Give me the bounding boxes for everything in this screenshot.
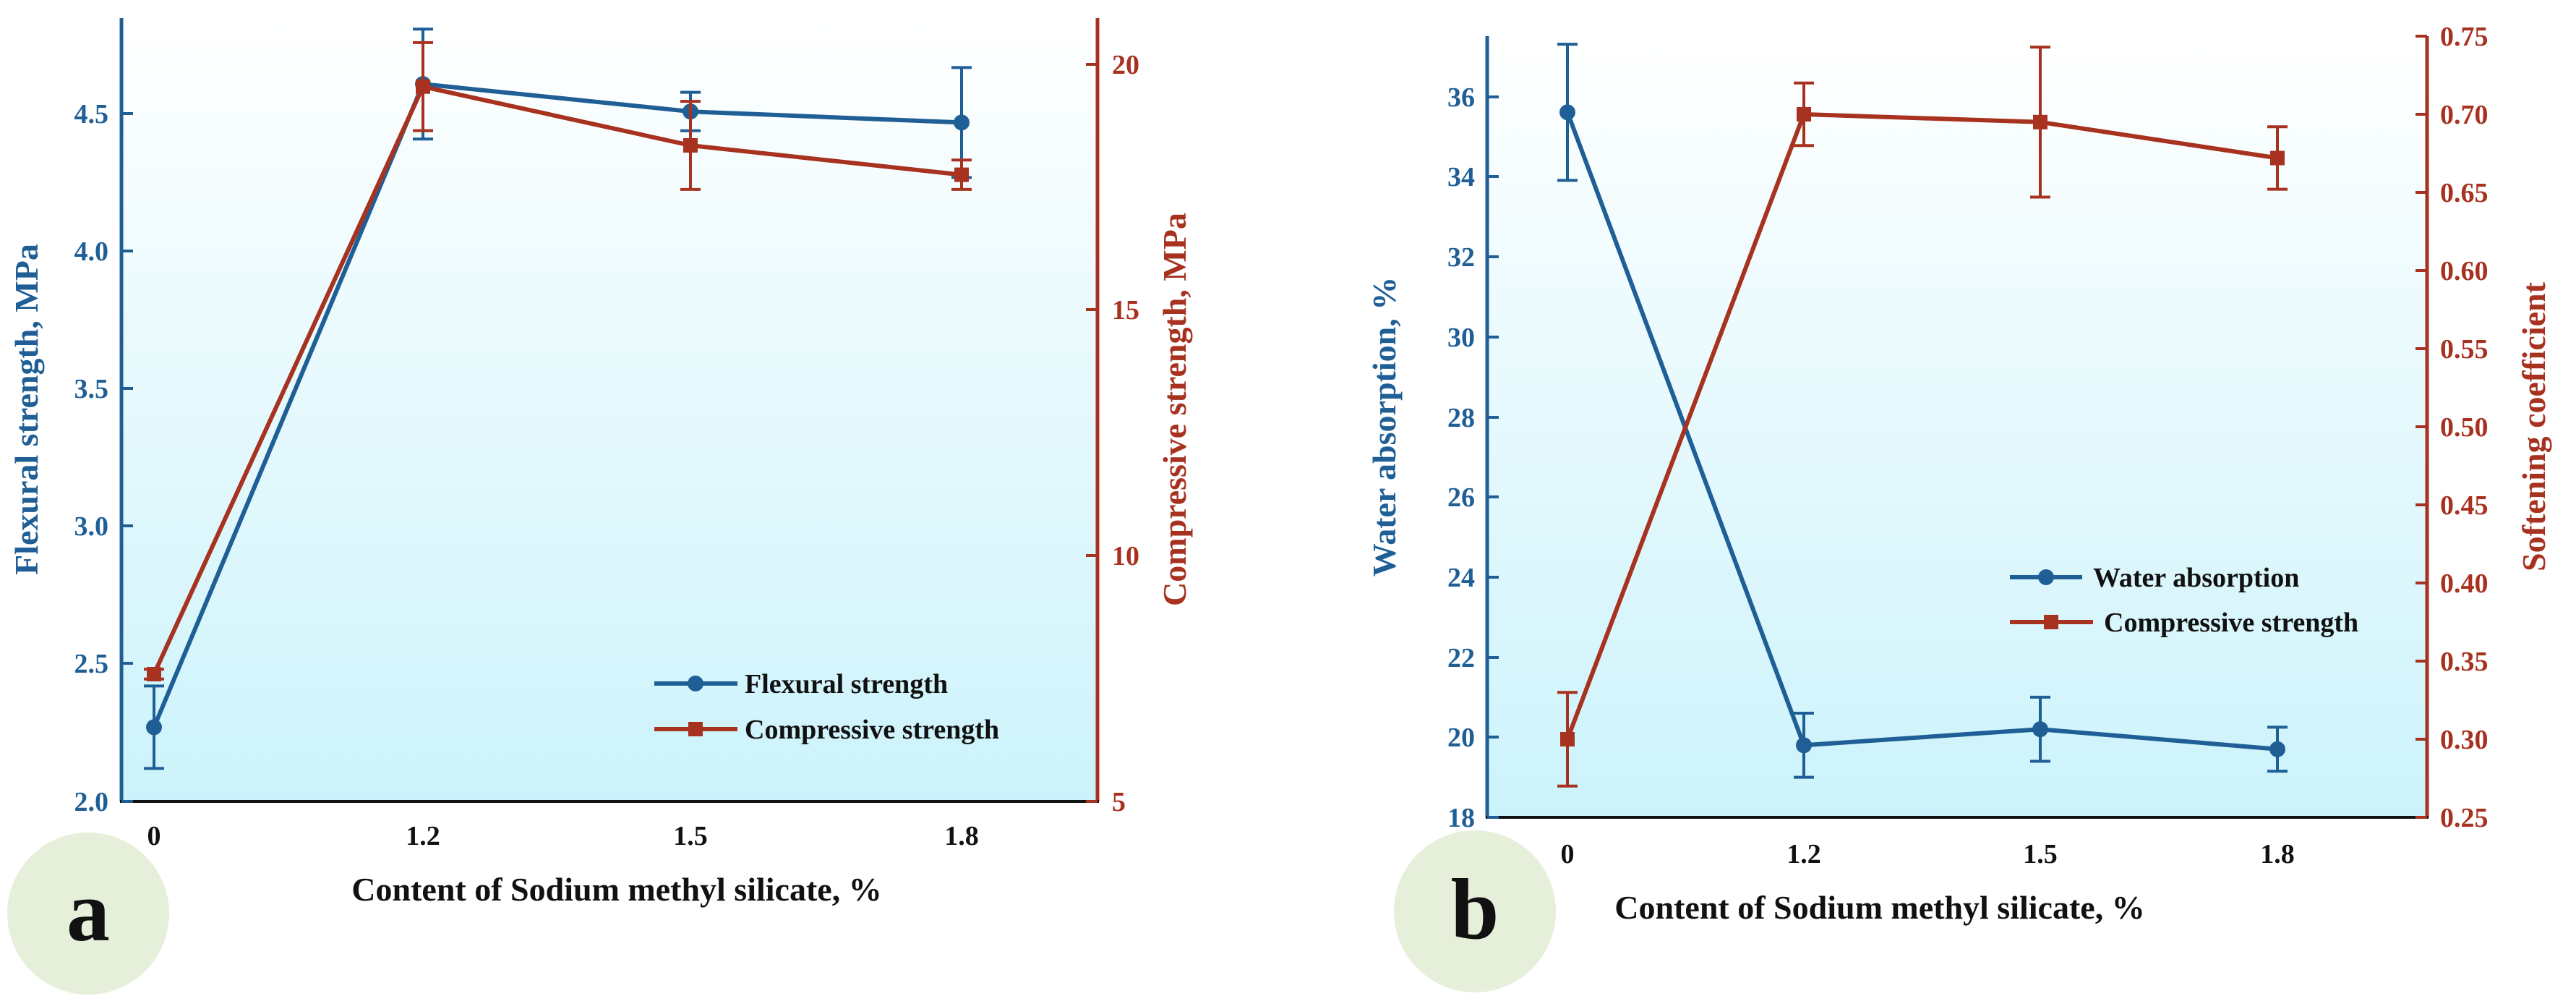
x-tick-label: 1.8 (2260, 839, 2295, 869)
y2-tick-label: 0.35 (2440, 647, 2489, 677)
y2-tick-label: 10 (1112, 541, 1139, 571)
data-point (683, 137, 698, 153)
y-tick-label: 28 (1447, 403, 1475, 433)
series-line (1565, 112, 2278, 741)
data-point (2032, 721, 2048, 738)
data-point (2270, 150, 2285, 166)
y-tick-label: 20 (1447, 723, 1475, 753)
x-tick-label: 0 (1561, 839, 1575, 869)
legend-label: Compressive strength (745, 715, 999, 745)
legend-label: Water absorption (2093, 563, 2299, 593)
legend: Flexural strength Compressive strength (654, 669, 999, 745)
right-ticks: 5 10 15 20 (1086, 50, 1139, 817)
y-axis-label: Water absorption, % (1366, 277, 1403, 576)
y2-tick-label: 0.55 (2440, 334, 2489, 365)
y-axis-label: Flexural strength, MPa (8, 244, 45, 575)
x-tick-label: 1.5 (673, 821, 708, 851)
x-tick-label: 1.5 (2023, 839, 2058, 869)
x-tick-label: 1.2 (1786, 839, 1821, 869)
y-tick-label: 3.0 (74, 511, 109, 542)
y-tick-label: 34 (1447, 162, 1475, 192)
y-tick-label: 2.0 (74, 787, 109, 817)
y2-tick-label: 0.30 (2440, 725, 2489, 755)
series-layer (1557, 43, 2288, 788)
x-ticks: 0 1.2 1.5 1.8 (147, 821, 979, 851)
y-tick-label: 24 (1447, 563, 1475, 593)
y2-tick-label: 5 (1112, 787, 1126, 817)
right-ticks: 0.25 0.30 0.35 0.40 0.45 0.50 0.55 0.60 … (2415, 22, 2489, 833)
panel-label: b (1451, 861, 1499, 957)
y2-tick-label: 0.40 (2440, 569, 2489, 599)
series-layer (144, 27, 972, 770)
y-tick-label: 4.5 (74, 99, 109, 129)
data-point (1796, 737, 1812, 754)
y2-tick-label: 0.75 (2440, 22, 2489, 52)
y-tick-label: 3.5 (74, 374, 109, 404)
data-point (416, 79, 430, 94)
series-line (152, 82, 962, 728)
data-point (2269, 741, 2285, 757)
y2-tick-label: 15 (1112, 295, 1139, 325)
left-ticks: 2.0 2.5 3.0 3.5 4.0 4.5 (74, 99, 133, 817)
y-tick-label: 36 (1447, 82, 1475, 113)
y-tick-label: 30 (1447, 323, 1475, 353)
y-tick-label: 26 (1447, 482, 1475, 513)
data-point (1797, 107, 1811, 122)
y2-axis-label: Compressive strength, MPa (1156, 213, 1193, 606)
data-point (147, 667, 161, 682)
x-tick-label: 1.8 (944, 821, 979, 851)
y-tick-label: 32 (1447, 242, 1475, 273)
y2-tick-label: 0.50 (2440, 412, 2489, 443)
panel-a: 2.0 2.5 3.0 3.5 4.0 4.5 5 10 15 20 0 1.2… (7, 18, 1193, 995)
y-tick-label: 18 (1447, 803, 1475, 833)
y2-tick-label: 0.45 (2440, 490, 2489, 521)
panel-b: 18 20 22 24 26 28 30 32 34 36 0.25 0.30 (1366, 22, 2552, 992)
x-tick-label: 0 (147, 821, 161, 851)
data-point (954, 114, 970, 131)
y-tick-label: 22 (1447, 643, 1475, 673)
x-tick-label: 1.2 (406, 821, 440, 851)
y2-axis-label: Softening coefficient (2515, 281, 2552, 571)
y2-tick-label: 0.65 (2440, 178, 2489, 208)
data-point (1559, 104, 1575, 121)
x-axis-label: Content of Sodium methyl silicate, % (1614, 889, 2144, 926)
legend: Water absorption Compressive strength (2010, 563, 2358, 638)
y-tick-label: 2.5 (74, 649, 109, 679)
series-line (152, 84, 962, 676)
x-ticks: 0 1.2 1.5 1.8 (1561, 839, 2295, 869)
data-point (1560, 732, 1575, 746)
panel-label: a (67, 863, 110, 959)
y2-tick-label: 0.70 (2440, 100, 2489, 130)
panel-badge: a (7, 833, 169, 995)
plot-area-background (121, 18, 1097, 801)
y-tick-label: 4.0 (74, 237, 109, 267)
y2-tick-label: 0.60 (2440, 256, 2489, 286)
left-ticks: 18 20 22 24 26 28 30 32 34 36 (1447, 82, 1499, 833)
data-point (954, 167, 969, 182)
legend-label: Compressive strength (2104, 608, 2358, 638)
plot-area-background (1487, 36, 2427, 817)
y2-tick-label: 0.25 (2440, 803, 2489, 833)
data-point (146, 719, 162, 736)
panel-badge: b (1394, 830, 1556, 992)
data-point (2033, 114, 2047, 129)
x-axis-label: Content of Sodium methyl silicate, % (351, 871, 881, 908)
y2-tick-label: 20 (1112, 50, 1139, 80)
legend-label: Flexural strength (745, 669, 948, 699)
